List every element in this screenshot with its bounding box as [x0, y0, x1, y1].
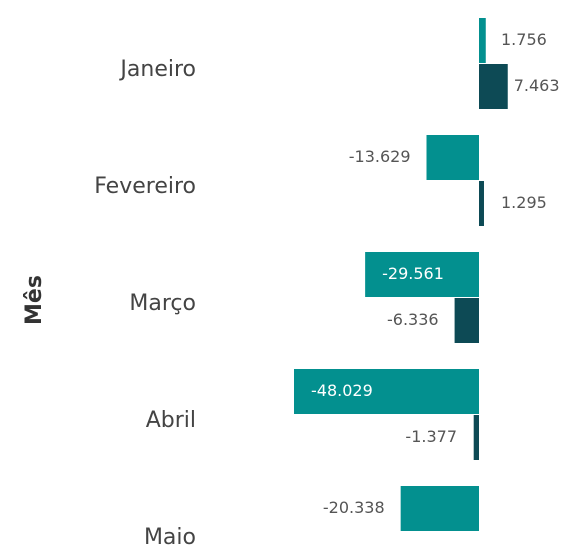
category-label: Maio	[144, 525, 196, 550]
data-label: -6.336	[387, 310, 439, 329]
category-label: Abril	[146, 408, 196, 433]
data-label: -48.029	[311, 381, 373, 400]
category-label: Janeiro	[118, 57, 196, 82]
category-label: Março	[129, 291, 196, 316]
bar	[479, 64, 508, 109]
data-label: -29.561	[382, 264, 444, 283]
bar	[479, 18, 486, 63]
data-label: -1.377	[405, 427, 457, 446]
bar	[426, 135, 479, 180]
data-label: -13.629	[349, 147, 411, 166]
bar	[479, 181, 484, 226]
bar	[473, 415, 479, 460]
bar	[454, 298, 479, 343]
category-label: Fevereiro	[94, 174, 196, 199]
bar	[294, 369, 479, 414]
bar	[365, 252, 479, 297]
data-label: -20.338	[323, 498, 385, 517]
data-label: 1.295	[501, 193, 547, 212]
data-label: 1.756	[501, 30, 547, 49]
bar	[400, 486, 479, 531]
data-label: 7.463	[514, 76, 560, 95]
y-axis-label: Mês	[22, 275, 47, 325]
